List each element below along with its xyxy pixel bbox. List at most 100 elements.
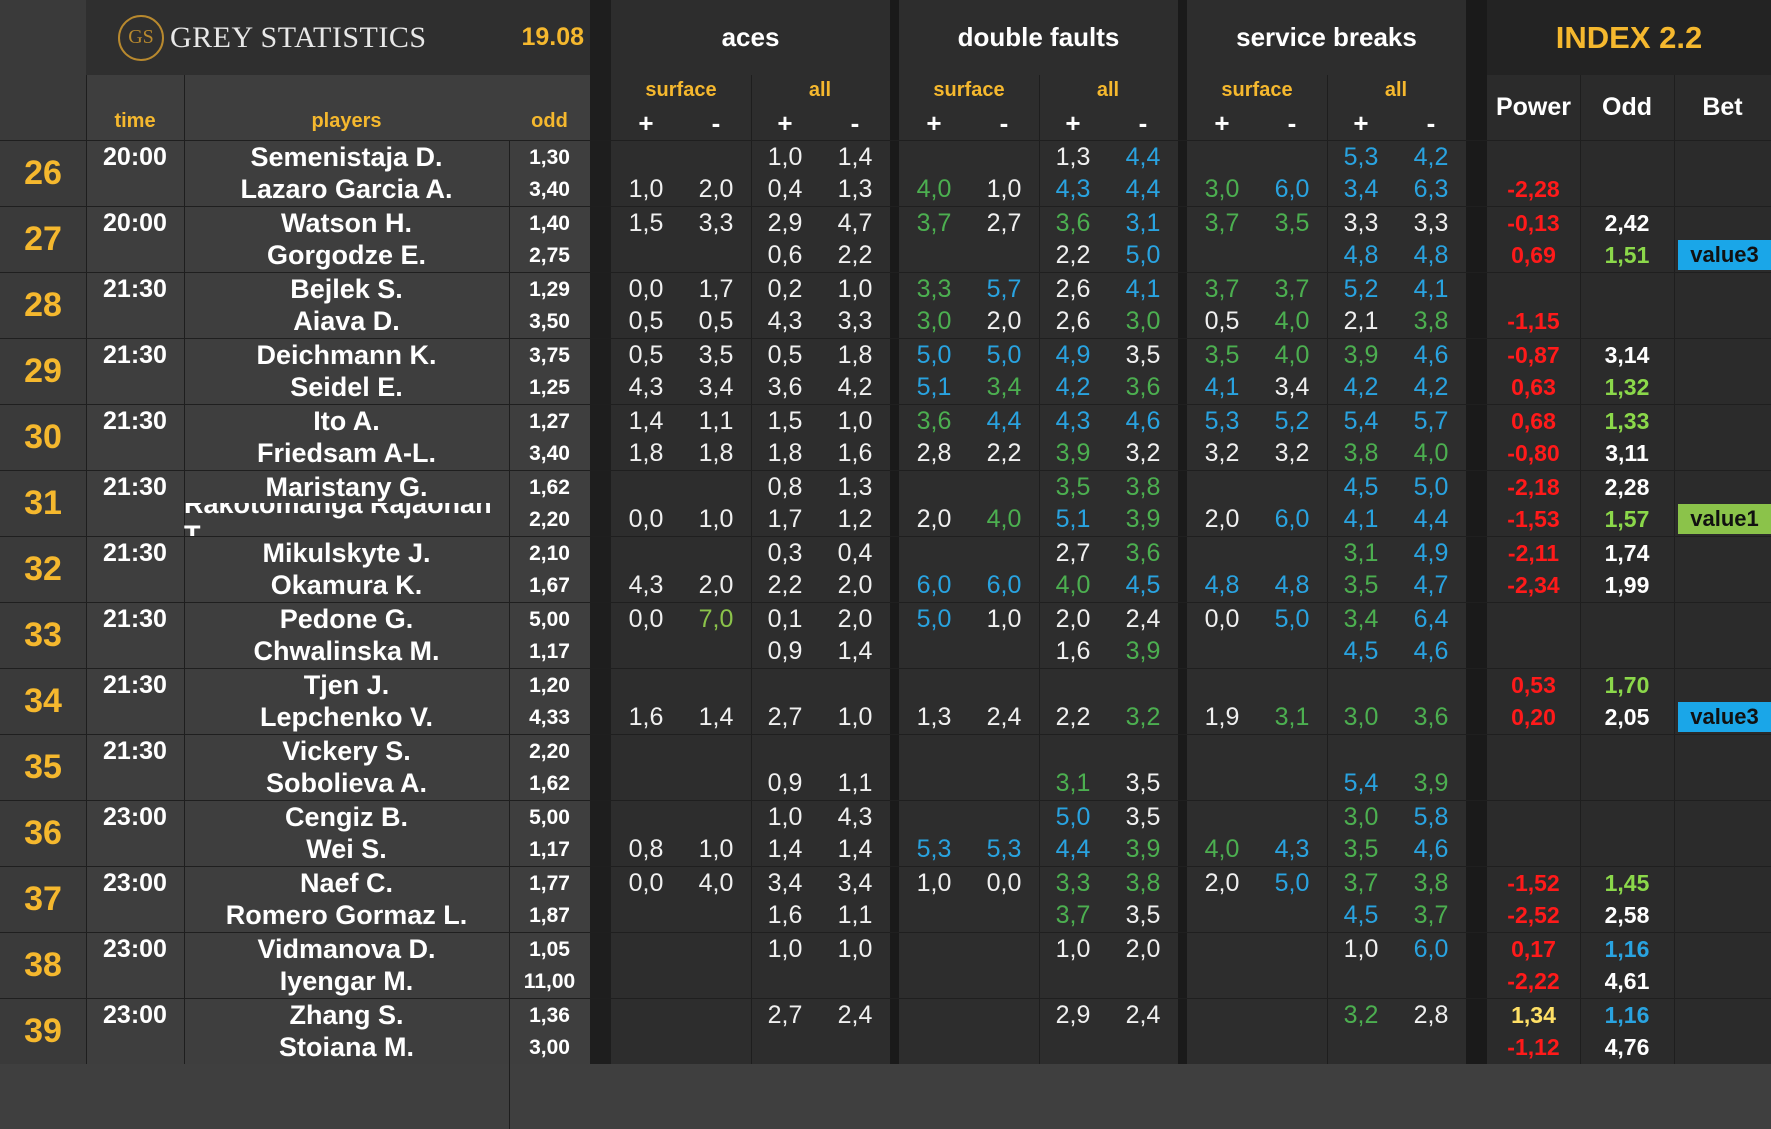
index-odd: 3,11 — [1605, 440, 1649, 466]
match-row[interactable]: 33 21:30 Pedone G. Chwalinska M. 5,00 1,17 0,0… — [0, 602, 1771, 668]
match-row[interactable]: 26 20:00 Semenistaja D. Lazaro Garcia A. 1,3… — [0, 140, 1771, 206]
stat-value: 3,4 — [1274, 373, 1310, 401]
stat-value: 2,6 — [1055, 275, 1091, 303]
bet-badge[interactable]: value3 — [1678, 702, 1771, 732]
stat-value: 3,1 — [1343, 539, 1379, 567]
match-row[interactable]: 30 21:30 Ito A. Friedsam A-L. 1,27 3,40 1,4 1,1… — [0, 404, 1771, 470]
stat-value: 1,3 — [1055, 143, 1091, 171]
divider — [751, 75, 752, 1064]
power-value: -2,34 — [1507, 572, 1560, 598]
stat-value: 4,0 — [698, 869, 734, 897]
minus-label: - — [1138, 107, 1148, 138]
player-1: Naef C. — [299, 868, 394, 898]
stat-value: 4,3 — [1055, 407, 1091, 435]
subhead-surface: surface — [933, 78, 1005, 101]
stat-value: 3,6 — [916, 407, 952, 435]
match-number: 35 — [0, 735, 86, 800]
player-1: Vidmanova D. — [257, 934, 436, 964]
player-1: Watson H. — [281, 208, 412, 238]
match-row[interactable]: 37 23:00 Naef C. Romero Gormaz L. 1,77 1,87 0,… — [0, 866, 1771, 932]
stat-value: 5,4 — [1343, 769, 1379, 797]
group-index: INDEX 2.2 — [1487, 0, 1771, 75]
stat-value: 5,0 — [916, 341, 952, 369]
col-power: Power — [1495, 93, 1572, 121]
index-odd: 1,57 — [1604, 506, 1650, 532]
stat-value: 6,0 — [1274, 505, 1310, 533]
match-time: 23:00 — [103, 803, 167, 831]
match-row[interactable]: 31 21:30 Maristany G. Rakotomanga Rajaonah … — [0, 470, 1771, 536]
stat-value: 3,3 — [916, 275, 952, 303]
stat-value: 2,9 — [1055, 1001, 1091, 1029]
stat-value: 1,0 — [767, 935, 803, 963]
match-row[interactable]: 28 21:30 Bejlek S. Aiava D. 1,29 3,50 0,0 1,7 0,… — [0, 272, 1771, 338]
stat-value: 1,0 — [767, 143, 803, 171]
odd-1: 1,30 — [529, 145, 570, 169]
divider — [1039, 75, 1040, 1064]
plus-label: + — [1214, 107, 1230, 138]
stat-value: 2,0 — [698, 571, 734, 599]
odd-2: 2,75 — [529, 243, 570, 267]
stat-value: 4,1 — [1204, 373, 1240, 401]
stat-value: 0,5 — [767, 341, 803, 369]
bg-df — [899, 0, 1178, 1064]
bet-badge[interactable]: value3 — [1678, 240, 1771, 270]
stat-value: 5,0 — [1125, 241, 1161, 269]
power-value: -2,18 — [1507, 474, 1560, 500]
match-row[interactable]: 32 21:30 Mikulskyte J. Okamura K. 2,10 1,67 0,… — [0, 536, 1771, 602]
stat-value: 0,6 — [767, 241, 803, 269]
match-number: 28 — [0, 273, 86, 338]
divider — [86, 75, 87, 1064]
match-row[interactable]: 27 20:00 Watson H. Gorgodze E. 1,40 2,75 1,5 3,… — [0, 206, 1771, 272]
odd-2: 1,62 — [529, 771, 570, 795]
stat-value: 0,9 — [767, 637, 803, 665]
stat-value: 3,5 — [698, 341, 734, 369]
stat-value: 3,0 — [1343, 703, 1379, 731]
stat-value: 3,9 — [1413, 769, 1449, 797]
stat-value: 2,0 — [837, 605, 873, 633]
stat-value: 4,1 — [1343, 505, 1379, 533]
stat-value: 2,4 — [1125, 1001, 1161, 1029]
stat-value: 4,4 — [1125, 143, 1161, 171]
stat-value: 1,2 — [837, 505, 873, 533]
stat-value: 0,8 — [767, 473, 803, 501]
stat-value: 2,0 — [837, 571, 873, 599]
match-number: 37 — [0, 867, 86, 932]
minus-label: - — [1287, 107, 1297, 138]
stat-value: 4,8 — [1343, 241, 1379, 269]
col-bet: Bet — [1702, 93, 1743, 121]
stat-value: 2,6 — [1055, 307, 1091, 335]
odd-1: 1,62 — [529, 475, 570, 499]
stat-value: 5,8 — [1413, 803, 1449, 831]
plus-label: + — [1065, 107, 1081, 138]
stat-value: 3,2 — [1274, 439, 1310, 467]
index-odd: 4,76 — [1604, 1034, 1650, 1060]
index-odd: 1,45 — [1604, 870, 1650, 896]
stat-value: 4,9 — [1055, 341, 1091, 369]
player-2: Stoiana M. — [278, 1032, 414, 1062]
power-value: -0,13 — [1507, 210, 1560, 236]
stat-value: 4,2 — [837, 373, 873, 401]
match-row[interactable]: 36 23:00 Cengiz B. Wei S. 5,00 1,17 1,0 4,3 5,0 3… — [0, 800, 1771, 866]
stat-value: 2,7 — [767, 703, 803, 731]
index-odd: 1,16 — [1604, 936, 1650, 962]
stat-value: 5,0 — [986, 341, 1022, 369]
match-row[interactable]: 39 23:00 Zhang S. Stoiana M. 1,36 3,00 2,7 2,4 2… — [0, 998, 1771, 1064]
match-row[interactable]: 38 23:00 Vidmanova D. Iyengar M. 1,05 11,00 1,… — [0, 932, 1771, 998]
stat-value: 3,5 — [1343, 571, 1379, 599]
match-row[interactable]: 35 21:30 Vickery S. Sobolieva A. 2,20 1,62 0,9… — [0, 734, 1771, 800]
player-1: Bejlek S. — [290, 274, 403, 304]
stat-value: 1,7 — [698, 275, 734, 303]
stat-value: 1,1 — [698, 407, 734, 435]
stat-value: 1,9 — [1204, 703, 1240, 731]
stat-value: 3,5 — [1125, 901, 1161, 929]
stat-value: 5,0 — [1274, 869, 1310, 897]
bet-badge[interactable]: value1 — [1678, 504, 1771, 534]
stat-value: 1,3 — [837, 473, 873, 501]
stat-value: 3,3 — [1413, 209, 1449, 237]
stat-value: 1,0 — [1343, 935, 1379, 963]
stat-value: 2,7 — [767, 1001, 803, 1029]
stat-value: 3,8 — [1125, 473, 1161, 501]
match-row[interactable]: 29 21:30 Deichmann K. Seidel E. 3,75 1,25 0,5 3… — [0, 338, 1771, 404]
match-row[interactable]: 34 21:30 Tjen J. Lepchenko V. 1,20 4,33 1,6 1,4… — [0, 668, 1771, 734]
